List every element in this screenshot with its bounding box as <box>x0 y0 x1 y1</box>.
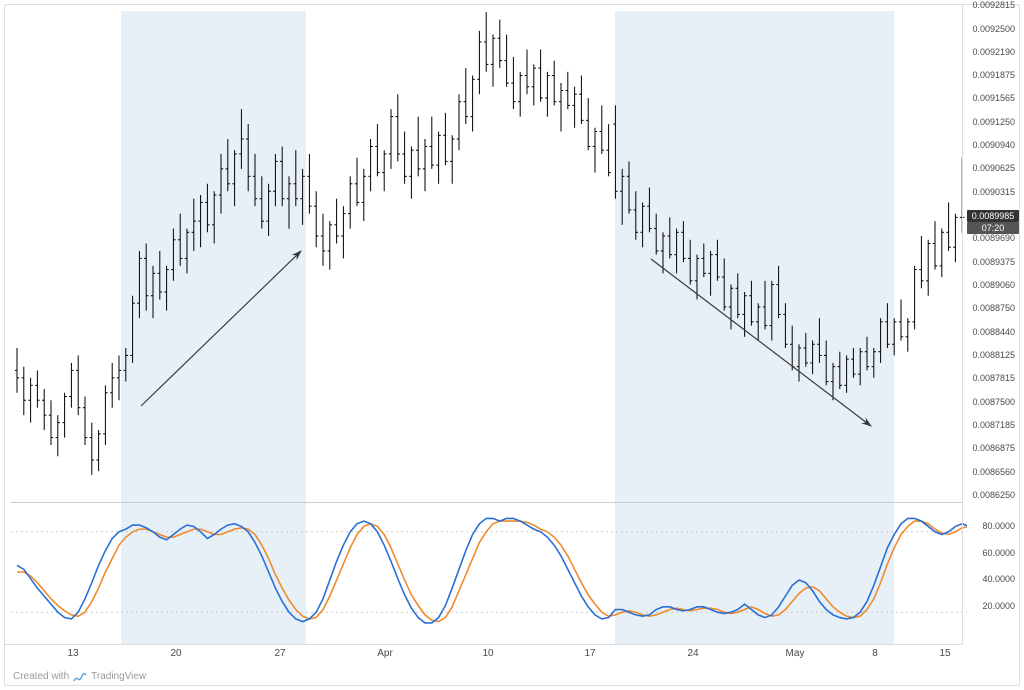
price-axis[interactable]: 0.00928150.00925000.00921900.00918750.00… <box>962 5 1019 645</box>
price-tick-label: 0.0088440 <box>972 327 1015 337</box>
oscillator-tick-label: 20.0000 <box>982 601 1015 611</box>
time-tick-label: 13 <box>67 648 78 659</box>
time-tick-label: May <box>786 648 805 659</box>
price-tick-label: 0.0090315 <box>972 187 1015 197</box>
time-tick-label: Apr <box>377 648 393 659</box>
price-tick-label: 0.0086560 <box>972 467 1015 477</box>
price-tick-label: 0.0092190 <box>972 47 1015 57</box>
price-tick-label: 0.0086875 <box>972 443 1015 453</box>
attribution-brand: TradingView <box>91 671 146 682</box>
attribution: Created with TradingView <box>13 671 146 682</box>
oscillator-pane <box>11 505 967 639</box>
time-tick-label: 27 <box>274 648 285 659</box>
price-tick-label: 0.0086250 <box>972 490 1015 500</box>
countdown-label: 07:20 <box>967 222 1019 234</box>
trend-arrows <box>11 11 967 501</box>
price-tick-label: 0.0087815 <box>972 373 1015 383</box>
price-tick-label: 0.0087500 <box>972 397 1015 407</box>
price-tick-label: 0.0092815 <box>972 0 1015 10</box>
time-tick-label: 24 <box>687 648 698 659</box>
price-tick-label: 0.0089690 <box>972 233 1015 243</box>
price-tick-label: 0.0092500 <box>972 24 1015 34</box>
oscillator-tick-label: 60.0000 <box>982 548 1015 558</box>
time-tick-label: 20 <box>170 648 181 659</box>
price-tick-label: 0.0091250 <box>972 117 1015 127</box>
price-tick-label: 0.0089375 <box>972 257 1015 267</box>
price-tick-label: 0.0087185 <box>972 420 1015 430</box>
oscillator-tick-label: 40.0000 <box>982 574 1015 584</box>
price-tick-label: 0.0088125 <box>972 350 1015 360</box>
price-tick-label: 0.0091565 <box>972 93 1015 103</box>
attribution-prefix: Created with <box>13 671 69 682</box>
price-tick-label: 0.0088750 <box>972 303 1015 313</box>
chart-frame: 0.00928150.00925000.00921900.00918750.00… <box>4 4 1020 686</box>
time-tick-label: 10 <box>482 648 493 659</box>
price-tick-label: 0.0090940 <box>972 140 1015 150</box>
tradingview-logo-icon <box>73 672 87 682</box>
time-tick-label: 15 <box>939 648 950 659</box>
time-tick-label: 8 <box>872 648 878 659</box>
price-tick-label: 0.0090625 <box>972 163 1015 173</box>
chart-plot-area[interactable] <box>11 11 963 645</box>
time-axis[interactable]: 13 20 27 Apr 10 17 24 May 8 15 <box>5 644 963 665</box>
current-price-label: 0.0089985 <box>967 210 1019 222</box>
price-tick-label: 0.0089060 <box>972 280 1015 290</box>
oscillator-tick-label: 80.0000 <box>982 521 1015 531</box>
time-tick-label: 17 <box>584 648 595 659</box>
price-tick-label: 0.0091875 <box>972 70 1015 80</box>
